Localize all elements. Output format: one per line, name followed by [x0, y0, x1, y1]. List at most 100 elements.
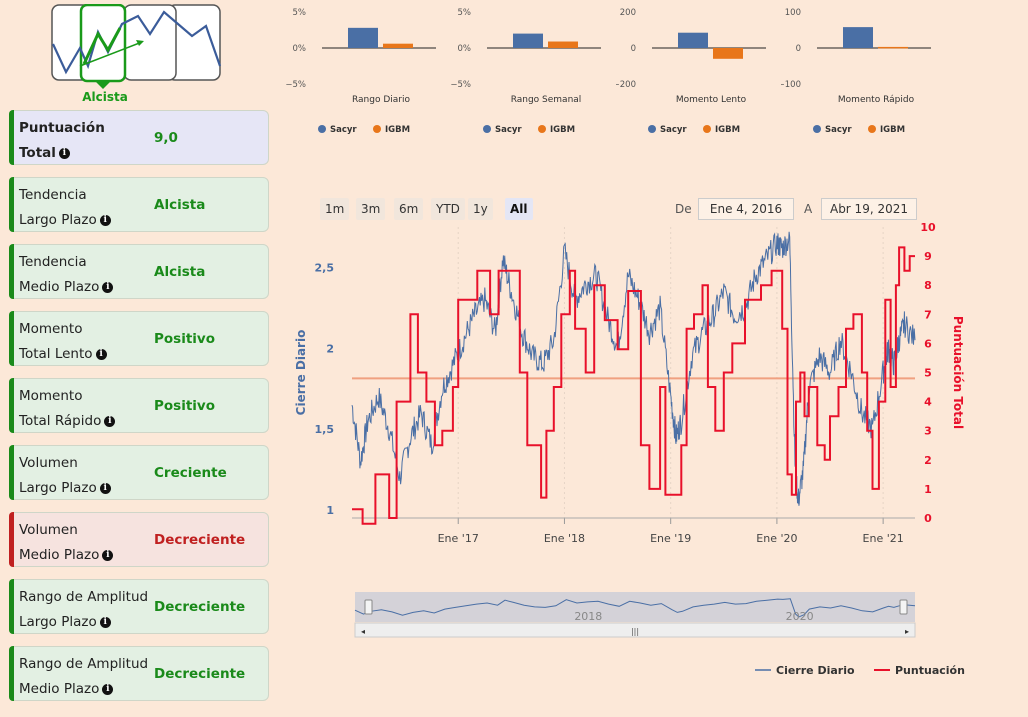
mini-title: Momento Rápido [838, 95, 915, 105]
range-button-ytd[interactable]: YTD [431, 198, 465, 220]
info-icon[interactable]: i [102, 281, 114, 293]
scroll-right-icon[interactable]: ▸ [905, 627, 909, 636]
indicator-card: Volumen Largo Plazo i Creciente [9, 445, 269, 500]
logo-label: Alcista [82, 90, 128, 104]
indicator-card: Momento Total Lento i Positivo [9, 311, 269, 366]
card-label: Rango de Amplitud Medio Plazo i [19, 652, 148, 702]
mini-title: Rango Semanal [511, 95, 582, 105]
mini-tick-label: 5% [293, 8, 307, 18]
card-value: Decreciente [154, 599, 246, 615]
card-label: Volumen Medio Plazo i [19, 518, 114, 568]
info-icon[interactable]: i [95, 348, 107, 360]
card-accent-bar [9, 579, 14, 634]
y-axis-title: Cierre Diario [294, 330, 308, 416]
card-label-line2: Medio Plazo [19, 681, 100, 697]
navigator-scrollbar[interactable] [354, 622, 916, 638]
info-icon[interactable]: i [99, 214, 111, 226]
from-date-input[interactable]: Ene 4, 2016 [698, 198, 794, 220]
series-puntuacion-line [352, 246, 915, 525]
card-accent-bar [9, 445, 14, 500]
y2-tick-label: 6 [924, 337, 932, 350]
info-icon[interactable]: i [102, 683, 114, 695]
y2-tick-label: 0 [924, 512, 932, 525]
mini-bar-igbm [878, 46, 908, 49]
y-tick-label: 1 [326, 504, 334, 517]
mini-tick-label: 100 [785, 8, 801, 18]
range-button-6m[interactable]: 6m [394, 198, 424, 220]
range-button-all[interactable]: All [505, 198, 533, 220]
mini-bar-igbm [713, 48, 743, 59]
y2-tick-label: 4 [924, 396, 932, 409]
card-value: Decreciente [154, 532, 246, 548]
range-button-1y[interactable]: 1y [468, 198, 493, 220]
card-label-line2: Largo Plazo [19, 212, 97, 228]
y-tick-label: 1,5 [315, 423, 335, 436]
mini-bar-sacyr [843, 27, 873, 48]
info-icon[interactable]: i [99, 616, 111, 628]
navigator-handle[interactable] [899, 599, 908, 615]
y2-tick-label: 7 [924, 308, 932, 321]
mini-legend-label: IGBM [385, 125, 410, 135]
navigator-year-label: 2020 [786, 610, 814, 623]
y2-tick-label: 8 [924, 279, 932, 292]
range-button-1m[interactable]: 1m [320, 198, 350, 220]
y2-tick-label: 3 [924, 425, 932, 438]
card-value: Decreciente [154, 666, 246, 682]
info-icon[interactable]: i [102, 549, 114, 561]
range-button-3m[interactable]: 3m [356, 198, 386, 220]
mini-title: Rango Diario [352, 95, 411, 105]
indicator-card: Tendencia Medio Plazo i Alcista [9, 244, 269, 299]
info-icon[interactable]: i [99, 482, 111, 494]
mini-legend-label: Sacyr [660, 125, 687, 135]
mini-tick-label: 0% [293, 44, 307, 54]
y-tick-label: 2,5 [315, 261, 335, 274]
indicator-card: Volumen Medio Plazo i Decreciente [9, 512, 269, 567]
card-value: Positivo [154, 398, 215, 414]
card-accent-bar [9, 177, 14, 232]
card-accent-bar [9, 311, 14, 366]
info-icon[interactable]: i [58, 147, 70, 159]
mini-tick-label: −100 [781, 80, 801, 90]
scroll-left-icon[interactable]: ◂ [361, 627, 365, 636]
navigator-handle[interactable] [364, 599, 373, 615]
card-label-line2: Largo Plazo [19, 480, 97, 496]
mini-tick-label: −5% [451, 80, 471, 90]
card-accent-bar [9, 378, 14, 433]
mini-bar-sacyr [348, 27, 378, 48]
mini-chart-rango-semanal: 5% 0% −5% Rango Semanal Sacyr IGBM [451, 8, 601, 135]
card-label: Tendencia Medio Plazo i [19, 250, 114, 300]
y2-tick-label: 2 [924, 454, 932, 467]
mini-title: Momento Lento [676, 95, 747, 105]
navigator-year-label: 2018 [574, 610, 602, 623]
mini-legend-label: IGBM [880, 125, 905, 135]
mini-tick-label: −5% [286, 80, 306, 90]
mini-legend-label: Sacyr [330, 125, 357, 135]
card-label-line1: Tendencia [19, 187, 87, 203]
card-label-line1: Tendencia [19, 254, 87, 270]
mini-tick-label: 200 [620, 8, 636, 18]
x-tick-label: Ene '21 [863, 532, 904, 545]
navigator-mask [355, 592, 915, 622]
mini-tick-label: 5% [458, 8, 472, 18]
main-price-score-chart: Ene '17 Ene '18 Ene '19 Ene '20 Ene '21 1 1,5 2… [294, 221, 965, 677]
mini-bar-igbm [383, 43, 413, 48]
y2-tick-label: 9 [924, 250, 932, 263]
card-label-line2: Total Rápido [19, 413, 102, 429]
mini-legend-marker [813, 125, 821, 133]
card-label-line2: Largo Plazo [19, 614, 97, 630]
card-label-line1: Rango de Amplitud [19, 589, 149, 605]
card-accent-bar [9, 512, 14, 567]
info-icon[interactable]: i [104, 415, 116, 427]
mini-legend-marker [483, 125, 491, 133]
mini-chart-momento-lento: 200 0 −200 Momento Lento Sacyr IGBM [616, 8, 766, 135]
card-label-line2: Total Lento [19, 346, 93, 362]
card-value: Alcista [154, 197, 206, 213]
indicator-card: Tendencia Largo Plazo i Alcista [9, 177, 269, 232]
card-label-line1: Volumen [19, 455, 78, 471]
mini-legend-marker [648, 125, 656, 133]
card-label-line1: Momento [19, 321, 83, 337]
card-value: Creciente [154, 465, 227, 481]
to-date-input[interactable]: Abr 19, 2021 [821, 198, 917, 220]
series-cierre-diario-line [351, 231, 916, 506]
mini-legend-label: Sacyr [825, 125, 852, 135]
